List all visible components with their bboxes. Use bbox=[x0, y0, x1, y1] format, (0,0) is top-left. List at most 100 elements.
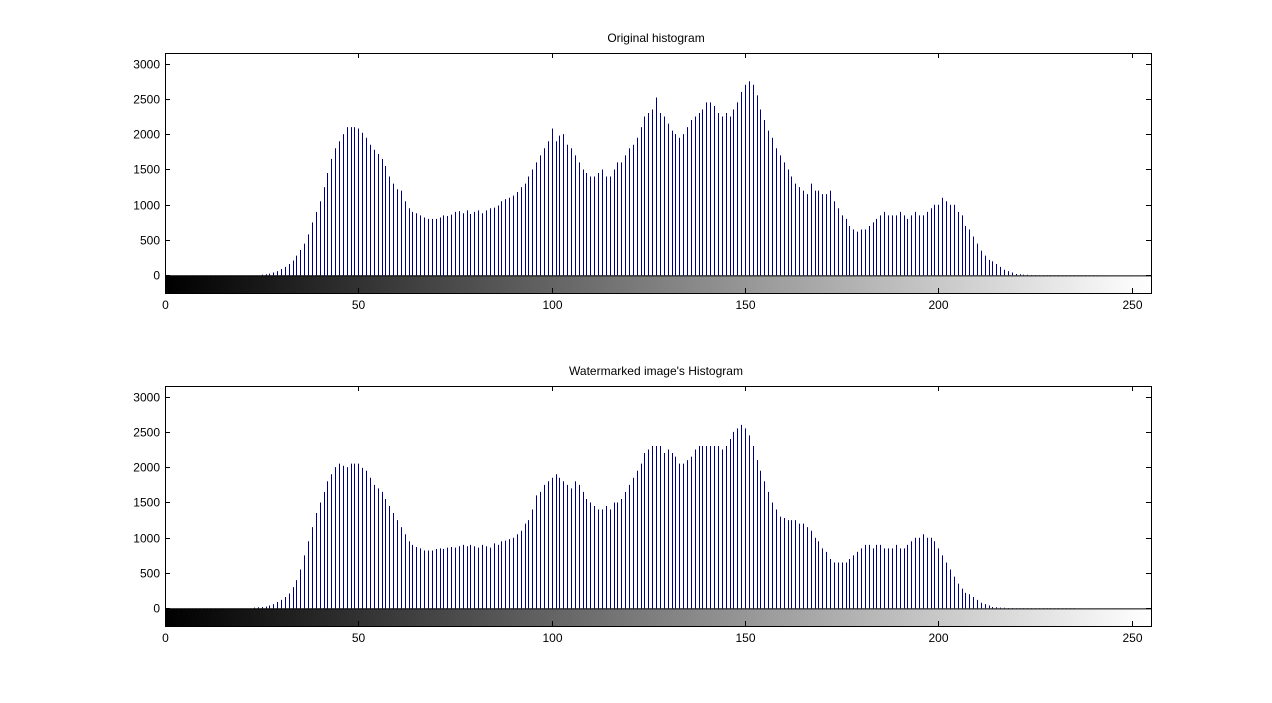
colorbar-swatch bbox=[303, 275, 309, 293]
colorbar-swatch bbox=[295, 275, 301, 293]
colorbar-swatch bbox=[430, 608, 436, 626]
colorbar-swatch bbox=[303, 608, 309, 626]
colorbar-swatch bbox=[1035, 608, 1040, 626]
x-tick-label: 200 bbox=[928, 298, 948, 312]
colorbar-swatch bbox=[438, 608, 443, 626]
colorbar-swatch bbox=[731, 275, 736, 293]
colorbar-swatch bbox=[1008, 275, 1013, 293]
colorbar-swatch bbox=[265, 275, 270, 293]
colorbar-swatch bbox=[507, 275, 513, 293]
colorbar-swatch bbox=[977, 608, 983, 626]
colorbar-swatch bbox=[542, 608, 547, 626]
colorbar-swatch bbox=[376, 608, 382, 626]
colorbar-swatch bbox=[322, 275, 328, 293]
colorbar-swatch bbox=[1012, 275, 1017, 293]
colorbar-swatch bbox=[191, 608, 197, 626]
colorbar-swatch bbox=[211, 275, 216, 293]
colorbar-swatch bbox=[1023, 608, 1029, 626]
colorbar-swatch bbox=[1008, 608, 1013, 626]
colorbar-swatch bbox=[927, 608, 933, 626]
colorbar-swatch bbox=[1047, 608, 1052, 626]
colorbar-swatch bbox=[931, 608, 936, 626]
colorbar-swatch bbox=[222, 608, 228, 626]
colorbar-swatch bbox=[989, 608, 994, 626]
colorbar-swatch bbox=[457, 275, 463, 293]
x-tick-label: 200 bbox=[928, 631, 948, 645]
colorbar-swatch bbox=[692, 608, 698, 626]
colorbar-swatch bbox=[646, 275, 651, 293]
colorbar-swatch bbox=[419, 608, 424, 626]
colorbar-swatch bbox=[1081, 275, 1087, 293]
colorbar-swatch bbox=[889, 608, 894, 626]
colorbar-swatch bbox=[831, 608, 836, 626]
histogram-panel-watermarked: Watermarked image's Histogram 0 50 100 150 2… bbox=[133, 364, 1152, 645]
colorbar-swatch bbox=[869, 275, 875, 293]
colorbar-swatch bbox=[215, 275, 220, 293]
colorbar-swatch bbox=[338, 275, 343, 293]
colorbar-swatch bbox=[1077, 608, 1083, 626]
colorbar-swatch bbox=[735, 608, 740, 626]
colorbar-swatch bbox=[1043, 275, 1048, 293]
colorbar-swatch bbox=[677, 608, 682, 626]
colorbar-swatch bbox=[561, 275, 567, 293]
colorbar-swatch bbox=[419, 275, 424, 293]
colorbar-swatch bbox=[939, 275, 944, 293]
colorbar-swatch bbox=[542, 275, 547, 293]
colorbar-swatch bbox=[881, 275, 886, 293]
colorbar-swatch bbox=[1143, 275, 1148, 293]
colorbar-swatch bbox=[962, 608, 967, 626]
colorbar-swatch bbox=[765, 608, 771, 626]
colorbar-swatch bbox=[234, 608, 239, 626]
x-tick-label: 0 bbox=[162, 631, 169, 645]
colorbar-swatch bbox=[476, 608, 482, 626]
colorbar-swatch bbox=[1097, 608, 1102, 626]
colorbar-swatch bbox=[885, 275, 890, 293]
colorbar-swatch bbox=[342, 275, 347, 293]
colorbar-swatch bbox=[1104, 275, 1110, 293]
colorbar-swatch bbox=[461, 275, 467, 293]
colorbar-swatch bbox=[631, 275, 636, 293]
colorbar-swatch bbox=[1050, 608, 1056, 626]
colorbar-swatch bbox=[226, 275, 232, 293]
colorbar-swatch bbox=[261, 275, 266, 293]
colorbar-swatch bbox=[927, 275, 933, 293]
colorbar-swatch bbox=[896, 275, 902, 293]
colorbar-swatch bbox=[234, 275, 239, 293]
colorbar-swatch bbox=[962, 275, 967, 293]
colorbar-swatch bbox=[423, 608, 428, 626]
colorbar-swatch bbox=[842, 275, 848, 293]
colorbar-swatch bbox=[665, 275, 671, 293]
colorbar-swatch bbox=[311, 608, 316, 626]
colorbar-swatch bbox=[199, 608, 205, 626]
colorbar-swatch bbox=[484, 608, 490, 626]
colorbar-swatch bbox=[488, 608, 493, 626]
colorbar-swatch bbox=[715, 608, 721, 626]
colorbar-swatch bbox=[658, 275, 663, 293]
colorbar-swatch bbox=[511, 275, 517, 293]
colorbar-swatch bbox=[407, 608, 413, 626]
colorbar-swatch bbox=[407, 275, 413, 293]
colorbar-swatch bbox=[492, 608, 497, 626]
colorbar-swatch bbox=[877, 275, 882, 293]
colorbar-swatch bbox=[218, 608, 224, 626]
colorbar-swatch bbox=[754, 275, 759, 293]
colorbar-swatch bbox=[966, 608, 971, 626]
histogram-panel-original: Original histogram 0 50 100 150 200 250050010… bbox=[133, 31, 1152, 312]
colorbar-swatch bbox=[935, 275, 940, 293]
colorbar-swatch bbox=[727, 275, 732, 293]
colorbar-swatch bbox=[276, 275, 282, 293]
colorbar-swatch bbox=[450, 275, 455, 293]
colorbar-swatch bbox=[985, 608, 990, 626]
colorbar-swatch bbox=[592, 275, 597, 293]
colorbar-swatch bbox=[268, 608, 274, 626]
colorbar-swatch bbox=[900, 608, 906, 626]
colorbar-swatch bbox=[172, 275, 178, 293]
colorbar-swatch bbox=[292, 275, 297, 293]
colorbar-swatch bbox=[372, 275, 378, 293]
colorbar-swatch bbox=[738, 275, 744, 293]
colorbar-swatch bbox=[896, 608, 902, 626]
colorbar-swatch bbox=[1081, 608, 1087, 626]
colorbar-swatch bbox=[515, 608, 520, 626]
colorbar-swatch bbox=[700, 275, 705, 293]
colorbar-swatch bbox=[500, 608, 505, 626]
